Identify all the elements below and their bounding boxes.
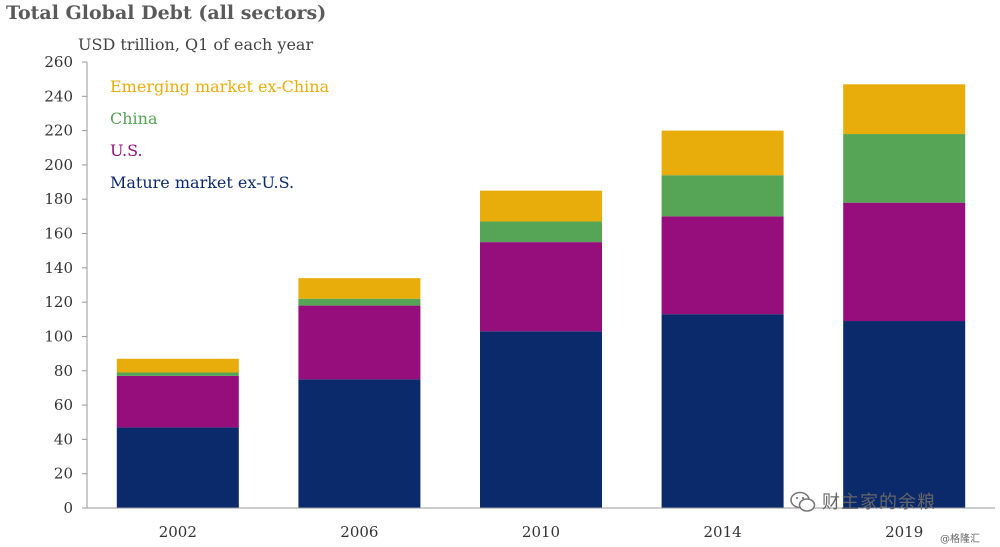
legend-entry: Emerging market ex-China <box>110 77 330 96</box>
bar-stack-2010 <box>480 190 602 508</box>
bar-segment-2014-series-0 <box>661 314 784 508</box>
bar-segment-2006-series-0 <box>298 379 421 508</box>
y-tick-label: 160 <box>44 225 73 243</box>
bar-segment-2002-series-1 <box>116 375 239 428</box>
watermark-text: 财主家的余粮 <box>822 492 936 513</box>
chart-title: Total Global Debt (all sectors) <box>6 2 327 24</box>
y-tick-label: 240 <box>44 87 73 105</box>
watermark-source: @格隆汇 <box>940 534 980 545</box>
y-tick-label: 60 <box>54 396 73 414</box>
y-tick-label: 100 <box>44 327 73 345</box>
legend-entry: China <box>110 109 158 128</box>
legend-entry: U.S. <box>110 141 143 160</box>
y-tick-label: 220 <box>44 122 73 140</box>
y-axis-label: USD trillion, Q1 of each year <box>78 35 314 54</box>
bar-stacks <box>116 84 966 508</box>
bar-segment-2002-series-2 <box>116 372 239 376</box>
bar-segment-2014-series-2 <box>661 175 784 217</box>
bar-stack-2002 <box>116 358 239 508</box>
y-tick-label: 200 <box>44 156 73 174</box>
legend-entry: Mature market ex-U.S. <box>110 173 294 192</box>
y-tick-label: 260 <box>44 53 73 71</box>
bar-segment-2010-series-1 <box>480 242 602 332</box>
y-tick-label: 40 <box>54 430 73 448</box>
y-axis-ticks: 0 20 40 60 80 100 120 140 160 180 200 220 240 260 <box>44 53 87 517</box>
bar-segment-2019-series-2 <box>843 134 966 203</box>
bar-segment-2006-series-1 <box>298 305 421 380</box>
x-tick-label: 2019 <box>885 523 923 541</box>
x-tick-label: 2010 <box>522 523 560 541</box>
bar-stack-2019 <box>843 84 966 508</box>
bar-segment-2019-series-1 <box>843 202 966 322</box>
bar-stack-2006 <box>298 278 421 508</box>
bar-segment-2019-series-3 <box>843 84 966 135</box>
bar-segment-2010-series-0 <box>480 331 602 508</box>
watermark: 财主家的余粮 @格隆汇 <box>790 488 980 545</box>
y-tick-label: 120 <box>44 293 73 311</box>
x-tick-label: 2014 <box>704 523 742 541</box>
y-tick-label: 0 <box>63 499 73 517</box>
x-tick-label: 2002 <box>159 523 197 541</box>
bar-segment-2002-series-0 <box>116 427 239 508</box>
bar-stack-2014 <box>661 130 784 508</box>
x-axis-labels: 2002 2006 2010 2014 2019 <box>159 523 924 541</box>
bar-segment-2019-series-0 <box>843 321 966 508</box>
legend: Emerging market ex-China China U.S. Mature … <box>110 77 330 192</box>
x-tick-label: 2006 <box>340 523 378 541</box>
y-tick-label: 180 <box>44 190 73 208</box>
y-tick-label: 140 <box>44 259 73 277</box>
wechat-icon <box>790 491 816 517</box>
bar-segment-2006-series-2 <box>298 298 421 306</box>
bar-segment-2006-series-3 <box>298 278 421 299</box>
bar-segment-2010-series-2 <box>480 221 602 243</box>
bar-segment-2010-series-3 <box>480 190 602 222</box>
bar-segment-2014-series-3 <box>661 130 784 176</box>
y-tick-label: 20 <box>54 465 73 483</box>
y-tick-label: 80 <box>54 362 73 380</box>
bar-segment-2002-series-3 <box>116 358 239 373</box>
bar-segment-2014-series-1 <box>661 216 784 315</box>
